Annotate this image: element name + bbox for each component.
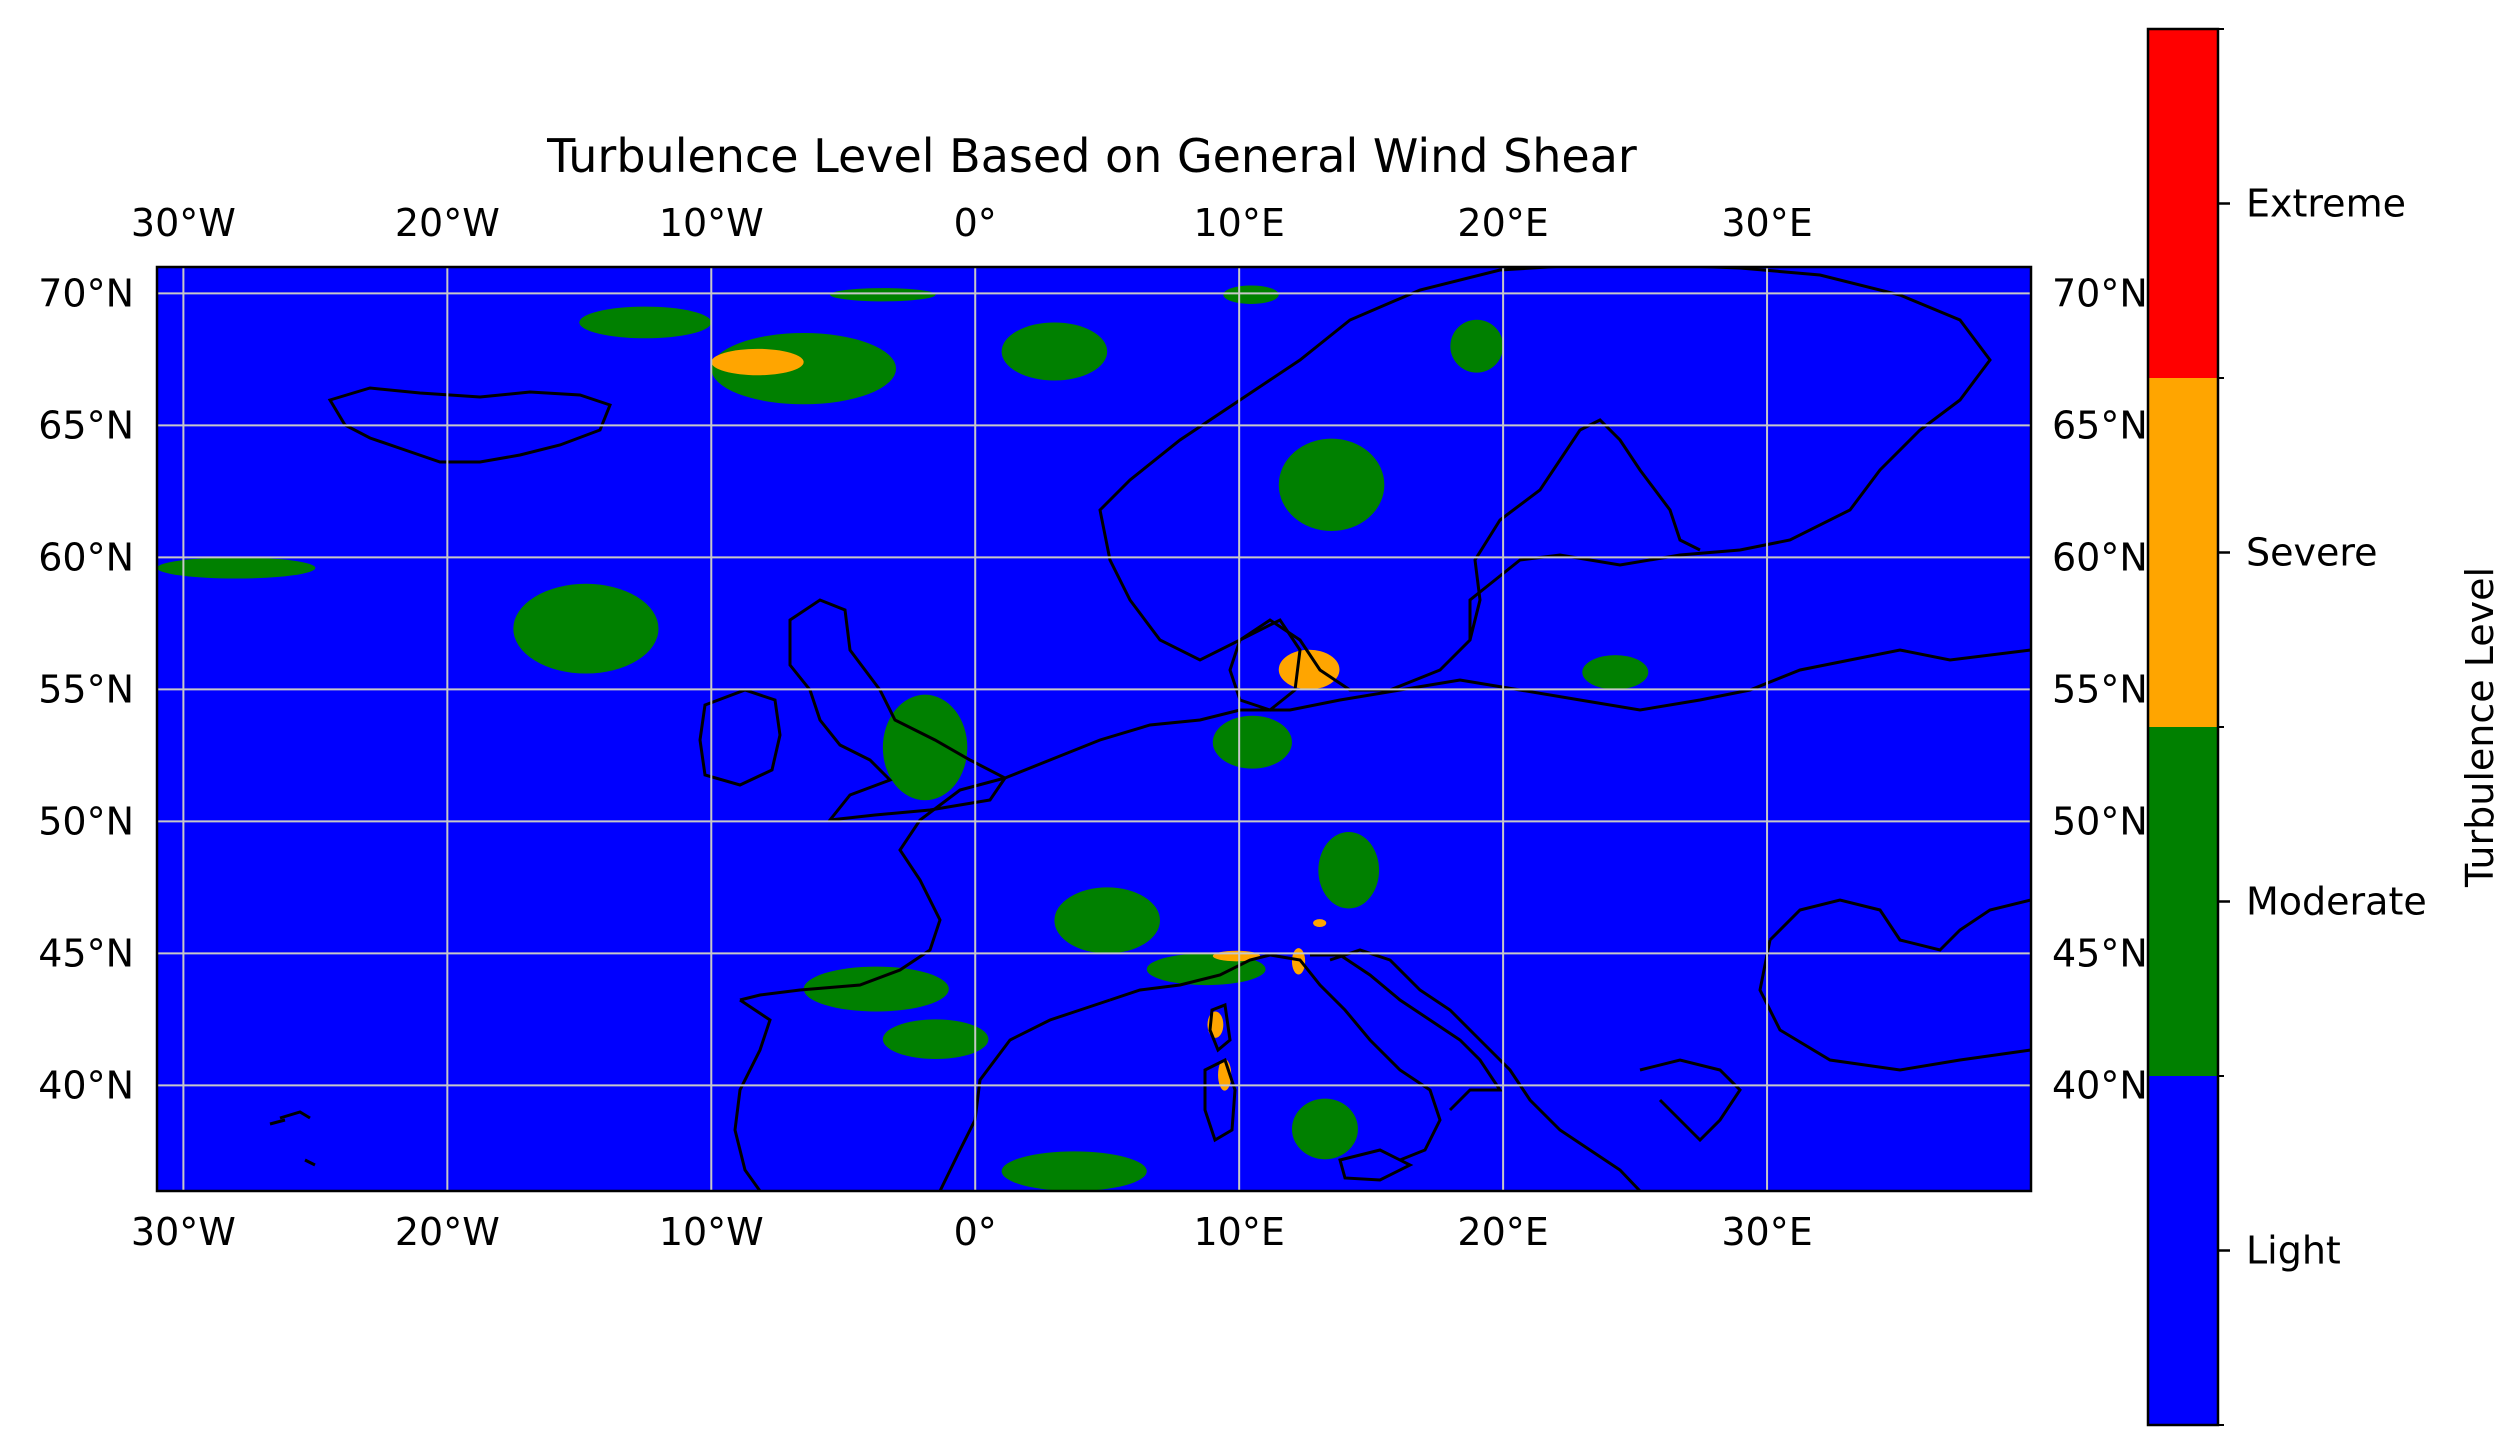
coastline-denmark: [1228, 618, 1302, 712]
map-title: Turbulence Level Based on General Wind S…: [546, 129, 1637, 183]
turbulence-region-moderate: [157, 557, 316, 579]
coastlines: [269, 267, 2031, 1191]
coastline-aegean: [1639, 1058, 1742, 1143]
lon-tick-label-bottom: 20°W: [395, 1210, 500, 1254]
lon-tick-label-bottom: 10°W: [659, 1210, 764, 1254]
turbulence-region-moderate: [1223, 285, 1279, 304]
turbulence-region-moderate: [1146, 953, 1266, 986]
coastline-iceland: [327, 386, 612, 464]
turbulence-region-moderate: [1318, 831, 1380, 909]
turbulence-region-moderate: [1291, 1098, 1358, 1160]
colorbar-tick-label: Light: [2246, 1229, 2341, 1273]
turbulence-region-severe: [711, 348, 804, 376]
map-frame: [155, 265, 2033, 1193]
turbulence-region-moderate: [1054, 887, 1160, 954]
coastline-italy: [1269, 953, 1503, 1162]
turbulence-region-moderate: [1212, 715, 1292, 769]
turbulence-region-moderate: [1450, 319, 1504, 373]
lon-tick-label-bottom: 30°E: [1721, 1210, 1812, 1254]
colorbar-segment-extreme: [2148, 29, 2218, 378]
lon-tick-label-top: 10°E: [1193, 201, 1284, 245]
turbulence-region-severe: [1278, 649, 1340, 690]
coastline-france-south: [1109, 953, 1271, 1002]
axis-ticks: 30°W 30°W 20°W 20°W 10°W 10°W 0° 0° 10°E 10°E 20°E…: [38, 201, 2148, 1254]
lon-tick-label-top: 30°E: [1721, 201, 1812, 245]
lat-tick-label-right: 60°N: [2052, 535, 2148, 579]
lon-tick-label-top: 10°W: [659, 201, 764, 245]
coastline-sardinia: [1203, 1057, 1237, 1143]
turbulence-region-severe: [1313, 919, 1327, 927]
turbulence-region-severe: [1291, 948, 1306, 975]
map-background: [157, 267, 2031, 1191]
turbulence-region-moderate: [513, 583, 659, 674]
lon-tick-label-top: 20°W: [395, 201, 500, 245]
lon-tick-label-top: 20°E: [1457, 201, 1548, 245]
turbulence-region-moderate: [1001, 1151, 1147, 1191]
lat-tick-label-left: 45°N: [38, 931, 134, 975]
coastline-great-britain: [788, 598, 1008, 822]
colorbar: Light Moderate Severe Extreme Turbulence Lev…: [2146, 27, 2502, 1427]
turbulence-region-moderate: [830, 288, 936, 302]
lat-tick-label-left: 40°N: [38, 1063, 134, 1107]
coastline-iceland-south-isles: [269, 1110, 316, 1167]
lat-tick-label-right: 55°N: [2052, 667, 2148, 711]
coastline-corsica: [1208, 1002, 1232, 1053]
turbulence-region-moderate: [579, 306, 712, 339]
lon-tick-label-bottom: 20°E: [1457, 1210, 1548, 1254]
turbulence-region-moderate: [1278, 438, 1385, 531]
coastline-black-sea: [1758, 898, 2031, 1072]
lat-tick-label-left: 50°N: [38, 799, 134, 843]
lat-tick-label-left: 60°N: [38, 535, 134, 579]
lat-tick-label-right: 70°N: [2052, 271, 2148, 315]
lat-tick-label-right: 40°N: [2052, 1063, 2148, 1107]
map-panel: [155, 265, 2033, 1193]
coastline-bay-of-biscay: [739, 776, 1006, 1002]
turbulence-region-moderate: [1001, 322, 1108, 381]
colorbar-tick-label: Moderate: [2246, 880, 2427, 924]
lat-tick-label-right: 45°N: [2052, 931, 2148, 975]
colorbar-frame: [2146, 27, 2220, 1427]
colorbar-tick-label: Severe: [2246, 531, 2378, 575]
gridlines: [157, 267, 2031, 1191]
lon-tick-label-bottom: 10°E: [1193, 1210, 1284, 1254]
colorbar-segment-moderate: [2148, 727, 2218, 1076]
lat-tick-label-left: 70°N: [38, 271, 134, 315]
lon-tick-label-bottom: 30°W: [131, 1210, 236, 1254]
coastline-balkans: [1329, 948, 1642, 1191]
lon-tick-label-top: 0°: [954, 201, 997, 245]
turbulence-regions: [157, 285, 1649, 1191]
turbulence-region-moderate: [882, 1019, 989, 1059]
turbulence-region-moderate: [803, 966, 949, 1012]
colorbar-tick-label: Extreme: [2246, 182, 2406, 226]
coastline-ireland: [698, 688, 782, 787]
colorbar-segment-severe: [2148, 378, 2218, 727]
colorbar-label: Turbulence Level: [2458, 567, 2502, 888]
lat-tick-label-right: 50°N: [2052, 799, 2148, 843]
coastline-bothnia: [1468, 418, 1701, 641]
coastline-iberia: [733, 998, 1111, 1191]
coastline-continent-north: [1004, 648, 2031, 780]
lat-tick-label-right: 65°N: [2052, 403, 2148, 447]
lon-tick-label-bottom: 0°: [954, 1210, 997, 1254]
lat-tick-label-left: 55°N: [38, 667, 134, 711]
turbulence-region-moderate: [1582, 655, 1649, 690]
lat-tick-label-left: 65°N: [38, 403, 134, 447]
turbulence-region-moderate: [882, 694, 968, 801]
colorbar-segment-light: [2148, 1076, 2218, 1425]
coastline-sicily: [1338, 1148, 1414, 1182]
lon-tick-label-top: 30°W: [131, 201, 236, 245]
